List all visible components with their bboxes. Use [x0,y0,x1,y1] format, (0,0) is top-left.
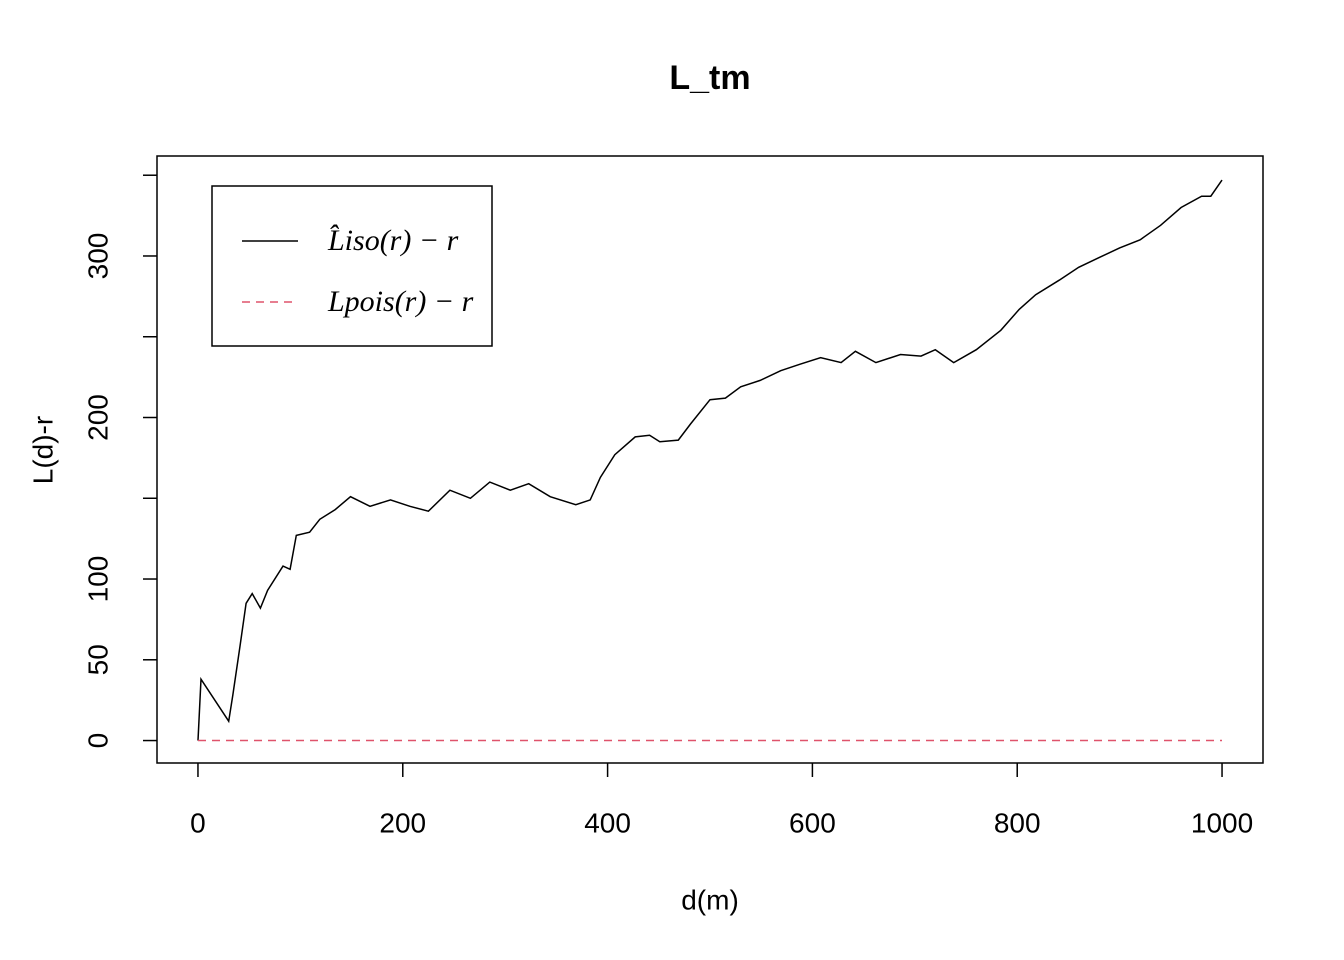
y-tick-label: 50 [82,644,113,675]
x-tick-label: 400 [584,807,631,838]
x-tick-label: 600 [789,807,836,838]
chart-title: L_tm [669,59,750,97]
x-tick-label: 1000 [1191,807,1253,838]
y-tick-label: 0 [82,733,113,749]
y-axis-label: L(d)-r [27,416,58,484]
x-tick-label: 200 [379,807,426,838]
plot-frame [156,155,1264,764]
legend-label: Lpois(r) − r [327,285,474,318]
legend-box [211,185,493,347]
y-tick-label: 300 [82,233,113,280]
data-line [197,179,1223,741]
x-axis-label: d(m) [681,884,739,915]
x-tick-label: 0 [190,807,206,838]
legend-label: L̂iso(r) − r [327,224,459,257]
y-tick-label: 100 [82,556,113,603]
x-tick-label: 800 [994,807,1041,838]
y-tick-label: 200 [82,394,113,441]
